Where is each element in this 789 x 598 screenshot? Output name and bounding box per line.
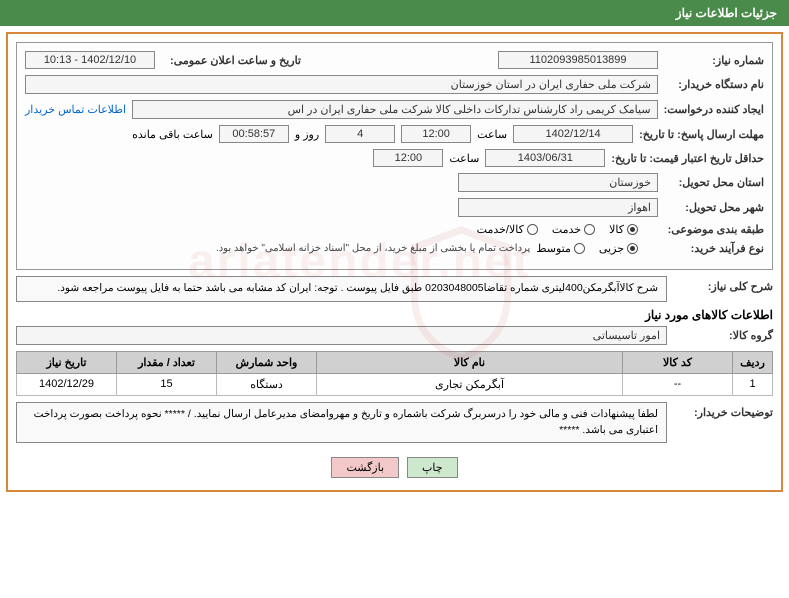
response-date-value: 1402/12/14 bbox=[513, 125, 633, 143]
need-desc-label: شرح کلی نیاز: bbox=[673, 276, 773, 293]
goods-group-label: گروه کالا: bbox=[673, 329, 773, 342]
need-number-value: 1102093985013899 bbox=[498, 51, 658, 69]
delivery-city-label: شهر محل تحویل: bbox=[664, 201, 764, 214]
radio-medium[interactable]: متوسط bbox=[536, 242, 585, 255]
buyer-contact-link[interactable]: اطلاعات تماس خریدار bbox=[25, 103, 126, 116]
requester-value: سیامک کریمی راد کارشناس تدارکات داخلی کا… bbox=[132, 100, 658, 119]
back-button[interactable]: بازگشت bbox=[331, 457, 399, 478]
delivery-province-label: استان محل تحویل: bbox=[664, 176, 764, 189]
th-unit: واحد شمارش bbox=[217, 351, 317, 373]
radio-partial-label: جزیی bbox=[599, 242, 624, 255]
purchase-process-label: نوع فرآیند خرید: bbox=[644, 242, 764, 255]
radio-partial[interactable]: جزیی bbox=[599, 242, 638, 255]
page-title: جزئیات اطلاعات نیاز bbox=[676, 6, 777, 20]
th-date: تاریخ نیاز bbox=[17, 351, 117, 373]
main-frame: ariatender.net شماره نیاز: 1102093985013… bbox=[6, 32, 783, 492]
th-row: ردیف bbox=[733, 351, 773, 373]
purchase-process-radio-group: جزیی متوسط bbox=[536, 242, 638, 255]
radio-service[interactable]: خدمت bbox=[552, 223, 595, 236]
time-label-1: ساعت bbox=[477, 128, 507, 141]
cell-unit: دستگاه bbox=[217, 373, 317, 395]
goods-info-title: اطلاعات کالاهای مورد نیاز bbox=[16, 308, 773, 322]
cell-code: -- bbox=[623, 373, 733, 395]
subject-class-label: طبقه بندی موضوعی: bbox=[644, 223, 764, 236]
validity-date-value: 1403/06/31 bbox=[485, 149, 605, 167]
th-name: نام کالا bbox=[317, 351, 623, 373]
cell-name: آبگرمکن تجاری bbox=[317, 373, 623, 395]
cell-qty: 15 bbox=[117, 373, 217, 395]
buyer-org-value: شرکت ملی حفاری ایران در استان خوزستان bbox=[25, 75, 658, 94]
delivery-province-value: خوزستان bbox=[458, 173, 658, 192]
cell-row: 1 bbox=[733, 373, 773, 395]
radio-icon bbox=[627, 224, 638, 235]
validity-label: حداقل تاریخ اعتبار قیمت: تا تاریخ: bbox=[611, 152, 764, 165]
details-panel: شماره نیاز: 1102093985013899 تاریخ و ساع… bbox=[16, 42, 773, 270]
buyer-notes-label: توضیحات خریدار: bbox=[673, 402, 773, 419]
announce-datetime-label: تاریخ و ساعت اعلان عمومی: bbox=[161, 54, 301, 67]
subject-class-radio-group: کالا خدمت کالا/خدمت bbox=[477, 223, 638, 236]
th-qty: تعداد / مقدار bbox=[117, 351, 217, 373]
response-deadline-label: مهلت ارسال پاسخ: تا تاریخ: bbox=[639, 128, 764, 141]
countdown-value: 00:58:57 bbox=[219, 125, 289, 143]
radio-both[interactable]: کالا/خدمت bbox=[477, 223, 538, 236]
buyer-notes-value: لطفا پیشنهادات فنی و مالی خود را درسربرگ… bbox=[16, 402, 667, 444]
table-header-row: ردیف کد کالا نام کالا واحد شمارش تعداد /… bbox=[17, 351, 773, 373]
radio-goods-label: کالا bbox=[609, 223, 624, 236]
need-desc-value: شرح کالاآبگرمکن400لیتری شماره تقاضا02030… bbox=[16, 276, 667, 302]
th-code: کد کالا bbox=[623, 351, 733, 373]
response-time-value: 12:00 bbox=[401, 125, 471, 143]
cell-date: 1402/12/29 bbox=[17, 373, 117, 395]
page-header: جزئیات اطلاعات نیاز bbox=[0, 0, 789, 26]
need-number-label: شماره نیاز: bbox=[664, 54, 764, 67]
radio-icon bbox=[527, 224, 538, 235]
footer-buttons: چاپ بازگشت bbox=[16, 449, 773, 482]
delivery-city-value: اهواز bbox=[458, 198, 658, 217]
time-label-2: ساعت bbox=[449, 152, 479, 165]
radio-service-label: خدمت bbox=[552, 223, 581, 236]
radio-icon bbox=[627, 243, 638, 254]
buyer-org-label: نام دستگاه خریدار: bbox=[664, 78, 764, 91]
requester-label: ایجاد کننده درخواست: bbox=[664, 103, 764, 116]
remaining-label: ساعت باقی مانده bbox=[132, 128, 213, 141]
radio-icon bbox=[574, 243, 585, 254]
validity-time-value: 12:00 bbox=[373, 149, 443, 167]
goods-group-value: امور تاسیساتی bbox=[16, 326, 667, 345]
radio-icon bbox=[584, 224, 595, 235]
radio-both-label: کالا/خدمت bbox=[477, 223, 524, 236]
days-and-label: روز و bbox=[295, 128, 319, 141]
days-remaining-value: 4 bbox=[325, 125, 395, 143]
announce-datetime-value: 1402/12/10 - 10:13 bbox=[25, 51, 155, 69]
table-row: 1 -- آبگرمکن تجاری دستگاه 15 1402/12/29 bbox=[17, 373, 773, 395]
goods-table: ردیف کد کالا نام کالا واحد شمارش تعداد /… bbox=[16, 351, 773, 396]
process-note: پرداخت تمام یا بخشی از مبلغ خرید، از محل… bbox=[216, 243, 530, 254]
print-button[interactable]: چاپ bbox=[407, 457, 458, 478]
radio-goods[interactable]: کالا bbox=[609, 223, 638, 236]
radio-medium-label: متوسط bbox=[536, 242, 571, 255]
